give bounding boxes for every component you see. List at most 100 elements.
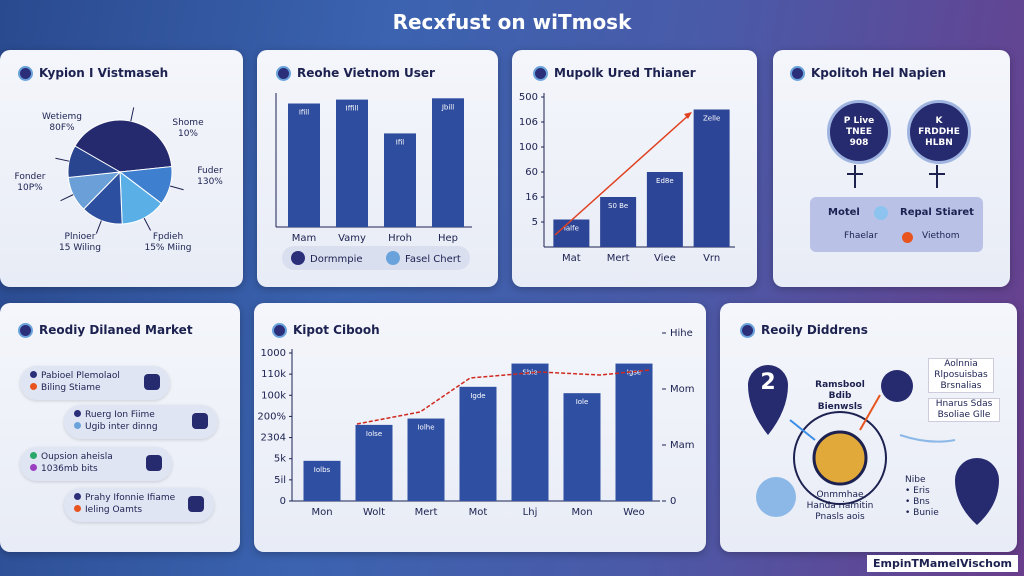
item-title: Ruerg Ion Fiime [85,410,155,420]
leader-line [130,107,135,122]
y-tick-label: 16 [525,192,538,203]
y-tick-label: 5 [532,217,538,228]
title-text: Reohe Vietnom User [297,66,435,80]
legend-text: Viethom [922,231,960,241]
bar [553,219,590,247]
slice-label: Fonder 10P% [14,172,46,193]
side-label: Nibe • Eris • Bns • Bunie [905,475,939,518]
bar [615,363,653,501]
legend-label: Dormmpie [310,254,363,265]
pie-slice [74,119,173,173]
bar-label: Iffill [346,105,359,113]
bar [432,98,464,227]
legend-dot [874,206,888,220]
y-tick-label: 106 [519,117,538,128]
pie-slice [67,145,122,178]
x-tick-label: Hep [438,233,458,244]
bar-label: Iolhe [417,424,434,432]
panel-title: Kipot Cibooh [272,323,380,338]
x-tick-label: Wolt [363,507,385,518]
y-tick-label: 100 [519,142,538,153]
legend-text: Motel [828,207,860,218]
item-icon [144,374,160,390]
item-icon [192,413,208,429]
leader-line [169,185,184,191]
slice-label: Plnioer 15 Wiling [59,232,101,253]
bar [407,418,445,501]
leader-line [95,220,102,234]
bar-label: Igse [627,369,641,377]
title-text: Mupolk Ured Thianer [554,66,696,80]
x-tick-label: Vrn [703,253,720,264]
badge: K FRDDHE HLBN [907,100,971,164]
bar-label: S0 Be [608,202,628,210]
x-tick-label: Weo [623,507,645,518]
note: Aolnnia Rlposuisbas Brsnalias [928,358,994,393]
panel-title: Kpolitoh Hel Napien [790,66,946,81]
x-tick-label: Mert [607,253,630,264]
list-item[interactable]: Oupsion aheisla 1036mb bits [20,447,172,481]
marker-label: 2 [760,370,776,395]
legend-swatch [291,251,305,265]
x-tick-label: Mon [571,507,592,518]
item-icon [188,496,204,512]
list-item[interactable]: Ruerg Ion Fiime Ugib inter dinng [64,405,218,439]
y2-tick-label: Mam [670,440,695,451]
bar [600,197,637,247]
trend-arrow [554,113,691,236]
title-text: Kypion I Vistmaseh [39,66,169,80]
bar-label: Ed8e [656,177,674,185]
x-tick-label: Mam [292,233,317,244]
title-text: Kpolitoh Hel Napien [811,66,947,80]
legend-box [282,246,470,270]
bar [303,460,341,501]
x-tick-label: Vamy [338,233,366,244]
panel-title: Mupolk Ured Thianer [533,66,696,81]
legend-dot [902,232,913,243]
leader-line [60,194,74,202]
slice-label: Shome 10% [172,118,204,139]
bar [336,99,368,227]
list-item[interactable]: Prahy Ifonnie Ifiame Ieling Oamts [64,488,214,522]
bar [563,393,601,501]
bar-label: Igde [470,392,485,400]
legend-label: Fasel Chert [405,254,461,265]
y2-tick-label: Hihe [670,328,693,339]
y-tick-label: 500 [519,92,538,103]
x-tick-label: Lhj [523,507,538,518]
bar [511,363,549,501]
item-icon [146,455,162,471]
x-tick-label: Mert [415,507,438,518]
bar-label: Iolbs [314,466,331,474]
x-tick-label: Mat [562,253,581,264]
list-item[interactable]: Pabioel Plemolaol Biling Stiame [20,366,170,400]
y-tick-label: 100k [261,390,286,401]
item-sub: Biling Stiame [41,383,101,393]
title-text: Reoily Diddrens [761,323,868,337]
trend-line [356,369,651,425]
y2-tick-label: Mom [670,384,695,395]
bar-label: Iolse [366,430,382,438]
legend-text: Fhaelar [844,231,878,241]
bar-label: Sbie [522,369,537,377]
item-title: Oupsion aheisla [41,452,113,462]
bar-label: Ialfe [564,225,579,233]
y-tick-label: 200% [257,411,286,422]
y-tick-label: 5k [274,454,286,465]
trend-arrow-head [684,112,692,119]
title-text: Kipot Cibooh [293,323,380,337]
panel-title: Reoily Diddrens [740,323,868,338]
y-tick-label: 60 [525,167,538,178]
x-tick-label: Hroh [388,233,412,244]
panel-title: Reodiy Dilaned Market [18,323,193,338]
item-sub: 1036mb bits [41,464,98,474]
item-sub: Ieling Oamts [85,505,143,515]
page-title: Recxfust on wiTmosk [392,10,632,34]
bar-label: Zelle [703,115,720,123]
legend-swatch [386,251,400,265]
x-tick-label: Viee [654,253,676,264]
y-tick-label: 2304 [261,433,286,444]
bar [459,386,497,501]
panel-title: Reohe Vietnom User [276,66,435,81]
